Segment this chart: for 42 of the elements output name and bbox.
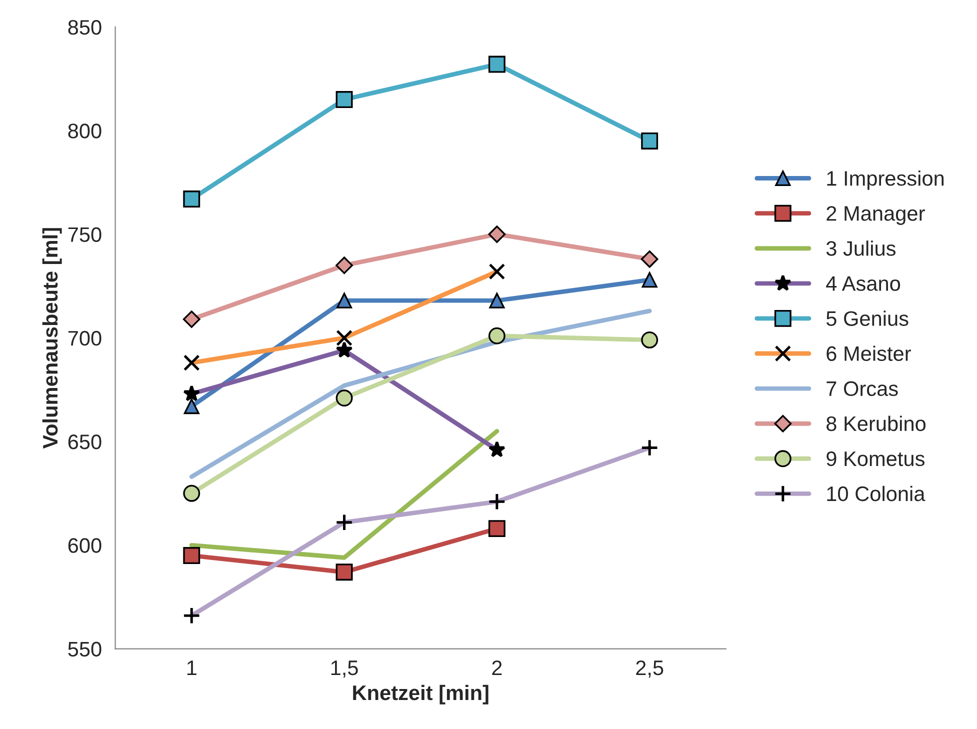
legend-label: 1 Impression [827, 170, 944, 190]
point [183, 190, 200, 208]
point [336, 91, 353, 108]
y-tick-label: 750 [68, 227, 102, 242]
x-tick-label: 1,5 [331, 660, 358, 678]
y-tick-label: 550 [68, 642, 102, 657]
point [640, 250, 658, 268]
legend-label: 3 Julius [826, 240, 896, 256]
y-tick-label: 600 [68, 538, 102, 553]
x-tick-label: 2,5 [636, 660, 664, 678]
point [336, 564, 353, 581]
legend-label: 2 Manager [826, 206, 925, 225]
point [182, 310, 200, 328]
legend-label: 10 Colonia [827, 486, 926, 502]
legend-label: 5 Genius [826, 310, 908, 326]
point [184, 398, 200, 414]
y-tick-label: 800 [68, 124, 102, 138]
y-tick-label: 850 [68, 20, 102, 35]
point [183, 547, 200, 564]
point [183, 484, 200, 502]
point [336, 256, 353, 274]
x-axis-title: Knetzeit [min] [353, 684, 488, 704]
legend-label: 8 Kerubino [826, 416, 926, 432]
y-tick-label: 650 [68, 434, 102, 450]
legend-label: 6 Meister [826, 346, 911, 362]
point [488, 56, 506, 73]
point [488, 520, 506, 538]
point [336, 292, 352, 308]
point [488, 327, 506, 344]
x-tick-label: 2 [492, 660, 502, 676]
legend-label: 4 Asano [826, 276, 900, 291]
point [489, 292, 505, 308]
x-tick-label: 1 [187, 660, 196, 676]
point [336, 390, 353, 406]
point [641, 132, 658, 150]
y-tick-label: 700 [68, 330, 102, 346]
y-axis-title: Volumenausbeute [ml] [42, 228, 62, 449]
point [488, 226, 506, 243]
point [641, 331, 658, 348]
legend-label: 9 Kometus [826, 451, 924, 466]
legend-label: 7 Orcas [826, 381, 898, 396]
point [642, 272, 658, 288]
